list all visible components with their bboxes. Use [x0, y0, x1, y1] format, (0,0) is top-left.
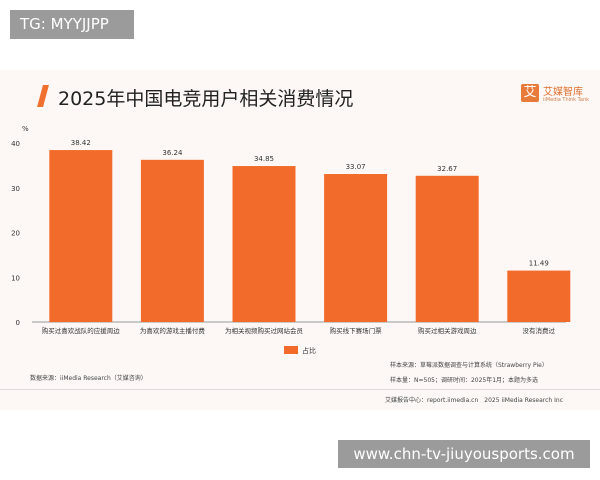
x-tick-label: 购买线下赛场门票	[330, 326, 383, 335]
data-label: 32.67	[437, 165, 457, 173]
logo-name: 艾媒智库	[543, 87, 583, 98]
bar	[49, 150, 113, 322]
data-label: 33.07	[346, 163, 366, 171]
x-tick-label: 没有消费过	[523, 326, 556, 335]
logo-sub: iiMedia Think Tank	[543, 97, 590, 103]
y-tick-label: 30	[11, 185, 20, 193]
x-tick-label: 为喜欢的游戏主播付费	[140, 326, 206, 335]
data-source: 数据来源：iiMedia Research（艾媒咨询）	[30, 375, 147, 382]
logo-mark: 艾	[521, 84, 539, 102]
y-tick-label: 0	[16, 319, 20, 327]
bar	[140, 159, 204, 322]
watermark-top: TG: MYYJJPP	[10, 10, 134, 39]
data-label: 34.85	[254, 155, 274, 163]
x-tick-label: 为相关视频购买过网站会员	[225, 326, 304, 335]
legend-label: 占比	[302, 346, 316, 355]
data-label: 38.42	[71, 139, 91, 147]
site-footer: 艾媒报告中心：report.iimedia.cn 2025 iiMedia Re…	[385, 397, 564, 404]
sample-source: 样本来源：草莓派数据调查与计算系统（Strawberry Pie）	[390, 362, 548, 369]
x-tick-label: 购买过相关游戏周边	[418, 326, 477, 335]
bar	[415, 175, 479, 322]
y-axis-label: %	[22, 125, 29, 133]
divider	[0, 389, 600, 390]
x-tick-label: 购买过喜欢战队的应援周边	[42, 326, 121, 335]
watermark-bottom: www.chn-tv-jiuyousports.com	[338, 440, 590, 468]
bar	[232, 166, 296, 322]
data-label: 11.49	[529, 260, 549, 268]
bar	[507, 270, 571, 322]
data-label: 36.24	[162, 149, 183, 157]
legend-swatch	[284, 346, 298, 354]
y-tick-label: 40	[11, 140, 20, 148]
chart-title: 2025年中国电竞用户相关消费情况	[58, 88, 354, 110]
sample-size: 样本量：N=505；调研时间：2025年1月；本题为多选	[390, 377, 539, 384]
y-tick-label: 10	[11, 274, 20, 282]
y-tick-label: 20	[11, 230, 20, 238]
bar	[324, 174, 388, 322]
